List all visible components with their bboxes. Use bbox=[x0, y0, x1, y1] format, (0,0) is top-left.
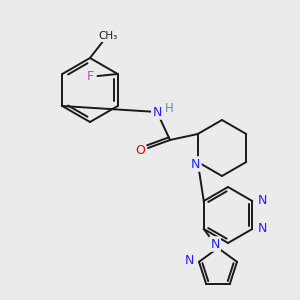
Text: CH₃: CH₃ bbox=[98, 31, 118, 41]
Text: N: N bbox=[258, 194, 267, 208]
Text: N: N bbox=[191, 158, 200, 170]
Text: N: N bbox=[210, 238, 220, 250]
Text: N: N bbox=[152, 106, 162, 118]
Text: N: N bbox=[184, 254, 194, 267]
Text: O: O bbox=[135, 143, 145, 157]
Text: F: F bbox=[87, 70, 94, 83]
Text: H: H bbox=[165, 103, 173, 116]
Text: N: N bbox=[258, 223, 267, 236]
